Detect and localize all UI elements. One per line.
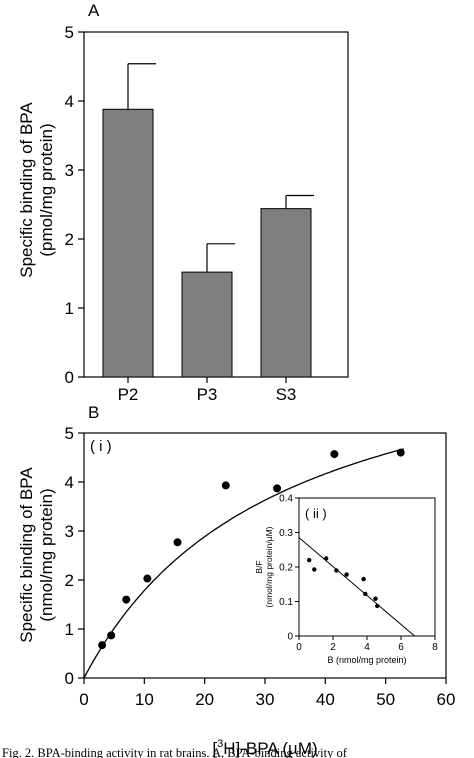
- inset-data-point: [375, 603, 380, 609]
- panel-b-xlabel: [3H]-BPA (µM): [212, 738, 317, 758]
- b-x-tick-label: 0: [79, 690, 88, 709]
- inset-x-tick-label: 6: [398, 642, 404, 653]
- inset-x-tick-label: 4: [364, 642, 370, 653]
- panel-a-label: A: [88, 1, 100, 20]
- a-x-tick-label: P3: [197, 385, 218, 404]
- b-x-tick-label: 60: [437, 690, 456, 709]
- panel-b-xlabel-sup: 3: [217, 738, 223, 750]
- a-bar-s3: [260, 208, 312, 378]
- b-y-tick-label: 1: [65, 620, 74, 639]
- b-data-point: [396, 448, 405, 457]
- panel-b-sub-label-main: ( i ): [90, 438, 112, 455]
- panel-a-y-axis: 0 1 2 3 4 5: [65, 23, 84, 387]
- panel-b-fit-curve: [83, 448, 404, 679]
- panel-a-x-axis: P2 P3 S3: [118, 377, 297, 404]
- b-y-tick-label: 4: [65, 473, 74, 492]
- inset-scatterplot: ( ii ) B/F (nmol/mg protein/µM) B (nmol/…: [254, 494, 438, 666]
- a-y-tick-label: 5: [65, 23, 74, 42]
- panel-b: B Specific binding of BPA (nmol/mg prote…: [17, 403, 455, 758]
- panel-a-ylabel: Specific binding of BPA (pmol/mg protein…: [17, 102, 56, 278]
- b-x-tick-label: 20: [195, 690, 214, 709]
- inset-data-point: [307, 557, 312, 563]
- inset-y-tick-label: 0.3: [279, 528, 293, 539]
- a-y-tick-label: 1: [65, 299, 74, 318]
- b-data-point: [98, 641, 107, 650]
- panel-b-points: [98, 448, 405, 650]
- inset-data-point: [324, 556, 329, 561]
- panel-b-xlabel-post: H]-BPA (µM): [223, 739, 317, 758]
- a-y-tick-label: 2: [65, 230, 74, 249]
- b-y-tick-label: 5: [65, 424, 74, 443]
- panel-b-ylabel-line1: Specific binding of BPA: [17, 467, 36, 643]
- b-x-tick-label: 10: [135, 690, 154, 709]
- b-y-tick-label: 0: [65, 669, 74, 688]
- inset-y-tick-label: 0.1: [279, 597, 293, 608]
- b-data-point: [143, 574, 152, 583]
- b-data-point: [221, 481, 230, 490]
- panel-b-label: B: [88, 403, 99, 422]
- a-bar-p2: [102, 108, 154, 378]
- inset-sub-label: ( ii ): [305, 506, 327, 521]
- inset-fit-line: [298, 537, 415, 637]
- panel-a: A Specific binding of BPA (pmol/mg prote…: [17, 1, 349, 404]
- inset-frame: [298, 497, 436, 637]
- a-bar-p3: [181, 271, 233, 378]
- inset-points: [307, 556, 380, 609]
- figure-caption: Fig. 2. BPA-binding activity in rat brai…: [2, 746, 348, 758]
- b-y-tick-label: 3: [65, 522, 74, 541]
- inset-data-point: [344, 572, 349, 577]
- inset-data-point: [334, 568, 339, 573]
- inset-ylabel-line2: (nmol/mg protein/µM): [264, 526, 274, 607]
- inset-x-tick-label: 0: [296, 642, 302, 653]
- inset-data-point: [361, 576, 366, 582]
- inset-axes: 0 0.1 0.2 0.3 0.4 0 2 4 6 8: [279, 494, 438, 654]
- inset-y-tick-label: 0.2: [279, 563, 293, 574]
- b-data-point: [122, 595, 131, 604]
- b-data-point: [273, 484, 282, 493]
- b-x-tick-label: 30: [256, 690, 275, 709]
- inset-y-tick-label: 0: [287, 632, 293, 643]
- panel-b-ylabel: Specific binding of BPA (nmol/mg protein…: [17, 467, 56, 643]
- a-y-tick-label: 3: [65, 161, 74, 180]
- inset-data-point: [373, 596, 378, 601]
- b-data-point: [330, 450, 339, 459]
- a-y-tick-label: 4: [65, 92, 74, 111]
- a-y-tick-label: 0: [65, 368, 74, 387]
- panel-a-ylabel-line1: Specific binding of BPA: [17, 102, 36, 278]
- a-x-tick-label: S3: [276, 385, 297, 404]
- inset-x-tick-label: 8: [432, 642, 438, 653]
- b-data-point: [107, 631, 116, 640]
- inset-xlabel: B (nmol/mg protein): [327, 655, 406, 665]
- inset-y-tick-label: 0.4: [279, 494, 293, 505]
- b-x-tick-label: 50: [376, 690, 395, 709]
- panel-b-xlabel-pre: [: [212, 739, 217, 758]
- panel-b-ylabel-line2: (nmol/mg protein): [37, 488, 56, 621]
- b-y-tick-label: 2: [65, 571, 74, 590]
- inset-data-point: [312, 567, 317, 572]
- inset-ylabel-line1: B/F: [254, 560, 264, 573]
- inset-ylabel: B/F (nmol/mg protein/µM): [254, 526, 274, 607]
- a-x-tick-label: P2: [118, 385, 139, 404]
- inset-data-point: [363, 591, 368, 597]
- b-x-tick-label: 40: [316, 690, 335, 709]
- panel-a-bars: [102, 63, 314, 378]
- inset-x-tick-label: 2: [330, 642, 336, 653]
- panel-a-ylabel-line2: (pmol/mg protein): [37, 123, 56, 256]
- b-data-point: [173, 538, 182, 547]
